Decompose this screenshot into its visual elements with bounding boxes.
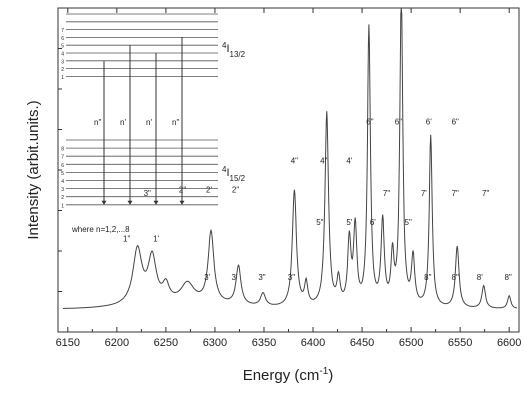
peak-label: 2"	[232, 186, 239, 195]
upper-level-number: 3	[61, 59, 64, 65]
upper-level-subscript: 13/2	[230, 50, 246, 59]
upper-level-lines	[66, 13, 218, 77]
peak-label: 8"	[452, 273, 459, 282]
lower-level-number: 8	[61, 147, 64, 153]
peak-label: 5"	[405, 218, 412, 227]
peak-label: 3"	[144, 189, 151, 198]
lower-level-lines	[66, 139, 218, 206]
upper-level-term: I	[226, 43, 229, 55]
x-axis-title-superscript: -1	[319, 366, 328, 377]
lower-level-number: 7	[61, 155, 64, 161]
transition-labels: n" n' n' n"	[94, 118, 179, 127]
peak-label: 7"	[482, 189, 489, 198]
peak-label: 6'	[370, 218, 376, 227]
x-tick-label: 6300	[203, 337, 227, 349]
peak-label: 2"	[179, 186, 186, 195]
peak-label: 2'	[206, 186, 212, 195]
lower-level-label: 4I15/2	[222, 165, 246, 183]
y-axis-title: Intensity (arbit.units.)	[25, 100, 42, 239]
upper-level-label: 4I13/2	[222, 41, 246, 59]
x-axis-ticks	[67, 8, 510, 332]
lower-level-numbers: 8 7 6 5 4 3 2 1	[61, 147, 64, 210]
peak-label: 1"	[123, 234, 130, 243]
x-tick-label: 6600	[497, 337, 521, 349]
upper-level-number: 1	[61, 75, 64, 81]
upper-level-number: 4	[61, 52, 64, 58]
arrow-head	[101, 200, 107, 205]
arrow-head	[127, 200, 133, 205]
lower-level-superscript: 4	[222, 165, 227, 174]
peak-label: 5"	[316, 218, 323, 227]
arrow-head	[179, 200, 185, 205]
peak-label: 1'	[153, 234, 159, 243]
peak-label: 7'	[421, 189, 427, 198]
peak-annotations: 1" 3" 1' 2" 2' 3' 2" 3' 3" 3" 4" 4" 5" 4' 5' 6" 6' 6" 7" 5"…	[123, 118, 512, 283]
transition-label: n"	[172, 118, 179, 127]
x-axis-title-end: )	[328, 367, 333, 384]
arrow-head	[153, 200, 159, 205]
x-axis-tick-labels: 6150 6200 6250 6300 6350 6400 6450 6500 6550 6600	[56, 337, 522, 349]
peak-label: 8"	[505, 273, 512, 282]
upper-level-number: 7	[61, 28, 64, 34]
peak-label: 6"	[452, 118, 459, 127]
transition-label: n"	[94, 118, 101, 127]
peak-label: 3'	[232, 273, 238, 282]
lower-level-number: 4	[61, 179, 64, 185]
transition-label: n'	[120, 118, 126, 127]
x-tick-label: 6200	[105, 337, 129, 349]
lower-level-number: 3	[61, 187, 64, 193]
peak-label: 5'	[346, 218, 352, 227]
lower-level-number: 2	[61, 195, 64, 201]
transition-arrows	[101, 37, 185, 205]
peak-label: 7"	[383, 189, 390, 198]
x-tick-label: 6450	[350, 337, 374, 349]
x-axis-title-main: Energy (cm	[243, 367, 320, 384]
lower-level-number: 5	[61, 171, 64, 177]
plot-frame	[57, 7, 520, 333]
spectrum-line	[62, 7, 518, 309]
peak-label: 7"	[452, 189, 459, 198]
peak-label: 4"	[320, 157, 327, 166]
x-tick-label: 6550	[448, 337, 472, 349]
x-tick-label: 6150	[56, 337, 80, 349]
upper-level-number: 6	[61, 36, 64, 42]
x-tick-label: 6250	[154, 337, 178, 349]
x-axis-title: Energy (cm-1)	[243, 366, 334, 384]
transition-label: n'	[146, 118, 152, 127]
upper-level-number: 5	[61, 44, 64, 50]
lower-level-number: 1	[61, 203, 64, 209]
peak-label: 6'	[426, 118, 432, 127]
lower-level-term: I	[226, 167, 229, 179]
upper-level-superscript: 4	[222, 41, 227, 50]
x-tick-label: 6350	[252, 337, 276, 349]
peak-label: 3"	[288, 273, 295, 282]
x-tick-label: 6400	[301, 337, 325, 349]
peak-label: 8'	[477, 273, 483, 282]
inset-note: where n=1,2,...8	[71, 225, 130, 234]
peak-label: 6"	[366, 118, 373, 127]
upper-level-number: 2	[61, 67, 64, 73]
peak-label: 4"	[291, 157, 298, 166]
peak-label: 6"	[395, 118, 402, 127]
peak-label: 4'	[346, 157, 352, 166]
peak-label: 8"	[424, 273, 431, 282]
peak-label: 3"	[258, 273, 265, 282]
y-axis-ticks	[58, 48, 62, 292]
upper-level-numbers: 7 6 5 43 2 1	[61, 28, 64, 81]
peak-label: 3'	[204, 273, 210, 282]
lower-level-subscript: 15/2	[230, 174, 246, 183]
x-tick-label: 6500	[399, 337, 423, 349]
lower-level-number: 6	[61, 163, 64, 169]
